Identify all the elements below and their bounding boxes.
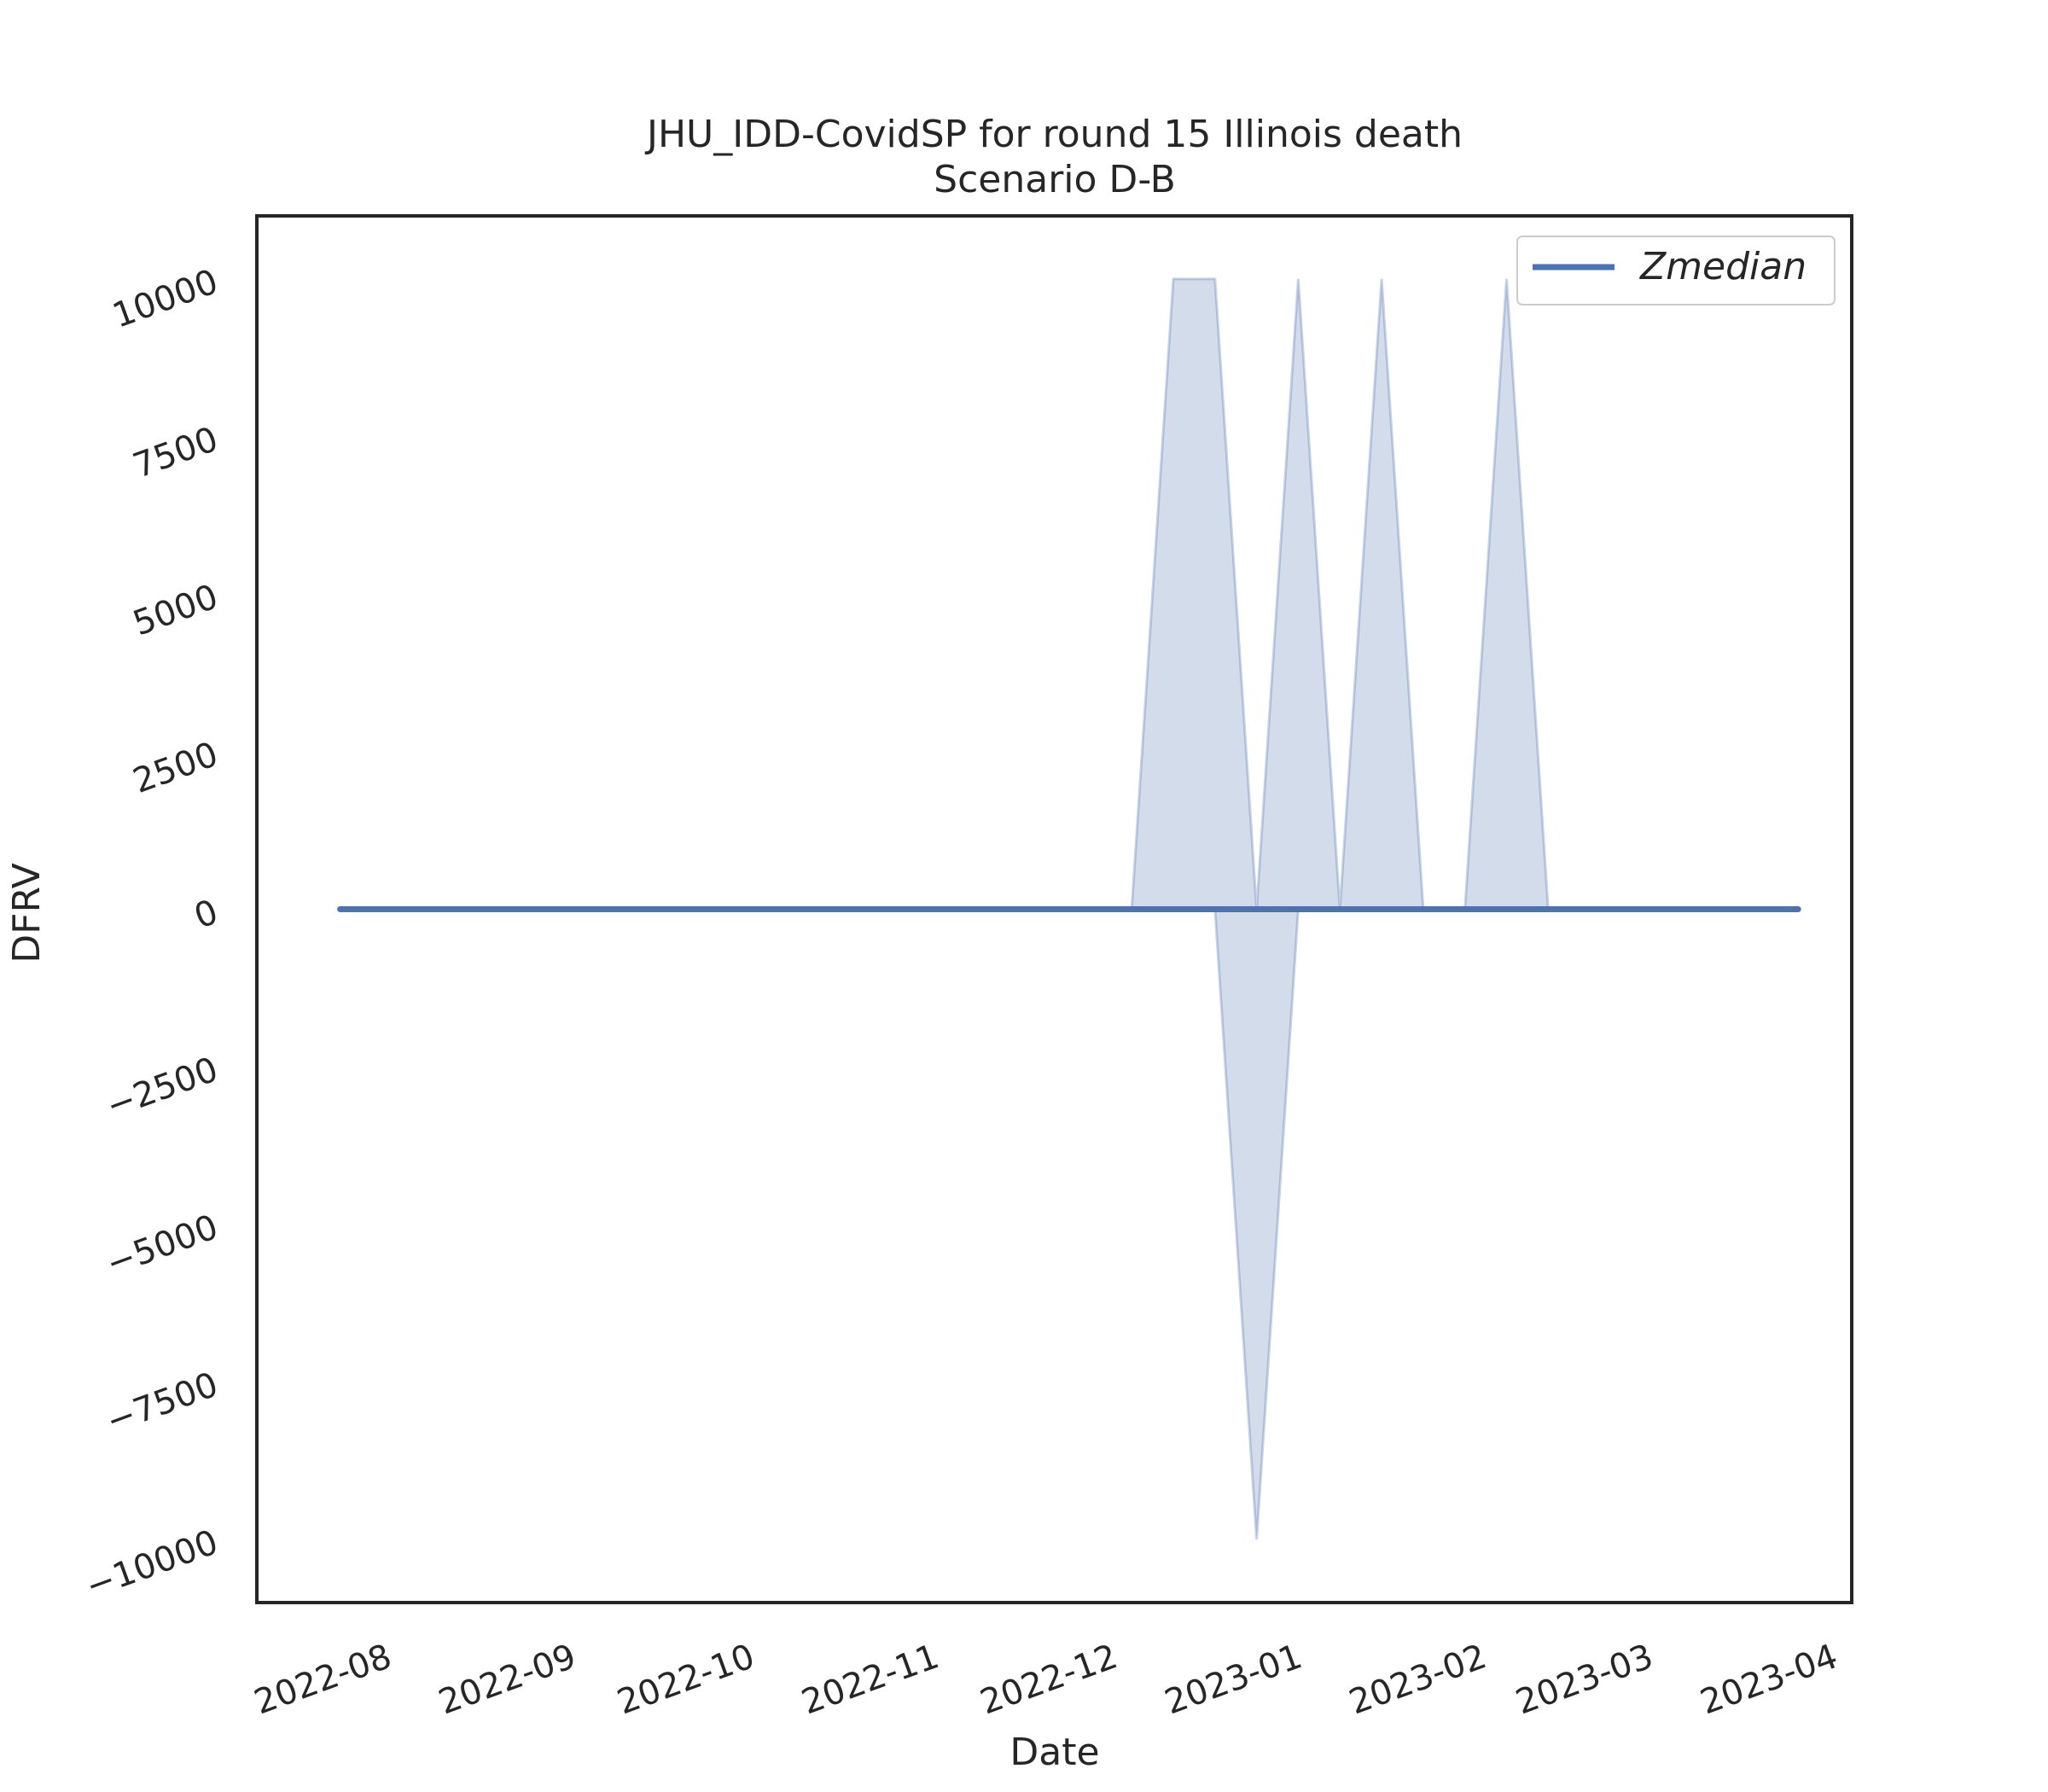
y-axis-label: DFRV [5,863,49,963]
y-tick-label: −2500 [102,1050,224,1126]
y-tick-label: 0 [189,893,224,937]
x-tick-label: 2022-08 [249,1637,397,1722]
y-tick-label: −10000 [81,1522,224,1606]
legend-box [1516,236,1836,305]
y-tick-label: 10000 [108,262,223,336]
x-tick-label: 2023-01 [1160,1637,1307,1722]
y-tick-label: −7500 [102,1365,224,1442]
chart-title: JHU_IDD-CovidSP for round 15 Illinois de… [644,113,1463,156]
legend-label-zmedian: Zmedian [1639,245,1807,288]
x-tick-label: 2022-09 [433,1637,581,1722]
x-tick-label: 2023-03 [1510,1637,1658,1722]
plot-area [337,277,1801,1540]
x-tick-label: 2022-10 [612,1637,759,1722]
x-tick-label: 2022-12 [975,1637,1123,1722]
y-tick-label: 7500 [128,420,223,486]
y-tick-label: −5000 [102,1207,224,1284]
chart-subtitle: Scenario D-B [934,158,1176,201]
y-axis-ticks: −10000 −7500 −5000 −2500 0 2500 5000 7500 10000 [81,262,224,1606]
x-tick-label: 2022-11 [797,1637,945,1722]
y-tick-label: 5000 [128,577,223,643]
x-axis-ticks: 2022-08 2022-09 2022-10 2022-11 2022-12 2023-… [249,1637,1842,1722]
x-axis-label: Date [1009,1731,1099,1774]
plot-frame [255,214,1853,1604]
legend: Zmedian [1516,236,1836,305]
x-tick-label: 2023-02 [1344,1637,1492,1722]
x-tick-label: 2023-04 [1696,1637,1843,1722]
y-tick-label: 2500 [128,735,223,801]
